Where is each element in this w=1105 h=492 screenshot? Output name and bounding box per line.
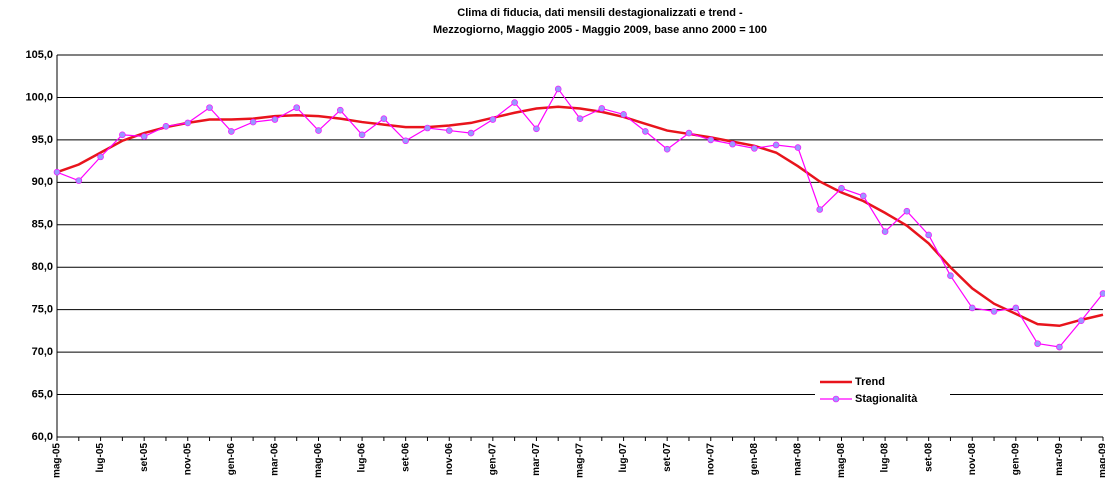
x-tick-label: mag-09 — [1098, 443, 1105, 478]
marker — [881, 228, 889, 235]
marker — [707, 136, 715, 144]
x-tick-label: mag-08 — [836, 443, 847, 478]
legend-label: Stagionalità — [855, 393, 918, 405]
marker — [1012, 304, 1020, 312]
x-tick-label: lug-05 — [95, 443, 106, 473]
marker — [838, 184, 845, 192]
chart-title: Clima di fiducia, dati mensili destagion… — [457, 7, 743, 19]
x-tick-label: set-05 — [139, 443, 150, 472]
marker — [184, 119, 192, 127]
x-tick-label: lug-07 — [618, 443, 629, 473]
y-tick-label: 95,0 — [32, 134, 53, 146]
y-tick-label: 90,0 — [32, 176, 53, 188]
marker — [859, 192, 867, 200]
marker — [402, 137, 409, 145]
marker — [97, 153, 104, 161]
marker — [533, 125, 540, 133]
x-tick-label: mag-06 — [313, 443, 324, 478]
marker — [162, 123, 170, 130]
x-tick-label: mar-07 — [531, 443, 542, 476]
x-tick-label: gen-07 — [487, 443, 498, 476]
marker — [75, 177, 83, 184]
x-tick-label: lug-06 — [357, 443, 368, 473]
x-tick-label: set-08 — [923, 443, 934, 472]
marker — [1077, 317, 1085, 325]
marker — [489, 116, 497, 123]
marker — [511, 99, 518, 106]
marker — [1034, 340, 1041, 347]
y-tick-label: 80,0 — [32, 261, 53, 273]
y-tick-label: 70,0 — [32, 346, 53, 358]
marker — [685, 129, 693, 137]
y-tick-label: 75,0 — [32, 304, 53, 316]
marker — [336, 106, 344, 114]
x-tick-label: mar-08 — [793, 443, 804, 476]
x-tick-label: lug-08 — [880, 443, 891, 473]
marker — [554, 85, 562, 93]
marker — [206, 104, 213, 111]
marker — [642, 128, 649, 135]
x-tick-label: nov-05 — [182, 443, 193, 476]
marker — [990, 308, 998, 315]
chart-title: Mezzogiorno, Maggio 2005 - Maggio 2009, … — [433, 24, 767, 36]
series-line — [56, 105, 1104, 328]
y-tick-label: 100,0 — [25, 91, 53, 103]
x-tick-label: set-07 — [662, 443, 673, 472]
x-tick-label: mar-09 — [1054, 443, 1065, 476]
marker — [925, 231, 932, 239]
marker — [271, 116, 279, 123]
marker — [380, 115, 388, 122]
y-tick-label: 85,0 — [32, 219, 53, 231]
x-tick-label: nov-06 — [444, 443, 455, 476]
marker — [315, 127, 322, 134]
x-tick-label: nov-07 — [705, 443, 716, 476]
x-tick-label: mag-05 — [52, 443, 63, 478]
y-tick-label: 105,0 — [25, 49, 53, 61]
marker — [772, 141, 780, 149]
marker — [620, 111, 627, 118]
series-line — [56, 87, 1104, 348]
marker — [140, 133, 148, 140]
marker — [729, 140, 736, 148]
x-tick-label: gen-09 — [1010, 443, 1021, 476]
marker — [947, 272, 954, 280]
marker — [794, 144, 802, 151]
marker — [293, 104, 301, 111]
marker — [445, 127, 453, 134]
x-tick-label: mag-07 — [575, 443, 586, 478]
marker — [1099, 290, 1105, 297]
marker — [358, 131, 366, 139]
marker — [598, 105, 606, 112]
x-tick-label: set-06 — [400, 443, 411, 472]
marker — [119, 131, 126, 139]
y-tick-label: 65,0 — [32, 388, 53, 400]
marker — [576, 115, 584, 122]
marker — [228, 128, 235, 135]
marker — [53, 168, 61, 176]
x-tick-label: gen-06 — [226, 443, 237, 476]
marker — [249, 118, 257, 126]
x-tick-label: mar-06 — [270, 443, 281, 476]
marker — [816, 206, 824, 213]
marker — [1056, 343, 1063, 351]
legend-label: Trend — [855, 376, 885, 388]
marker — [467, 129, 475, 137]
y-tick-label: 60,0 — [32, 431, 53, 443]
x-tick-label: nov-08 — [967, 443, 978, 476]
legend-marker — [832, 395, 840, 403]
marker — [903, 207, 911, 215]
x-tick-label: gen-08 — [749, 443, 760, 476]
marker — [663, 145, 671, 153]
legend-box — [815, 372, 950, 408]
marker — [424, 124, 431, 132]
marker — [751, 145, 758, 152]
marker — [968, 304, 976, 312]
